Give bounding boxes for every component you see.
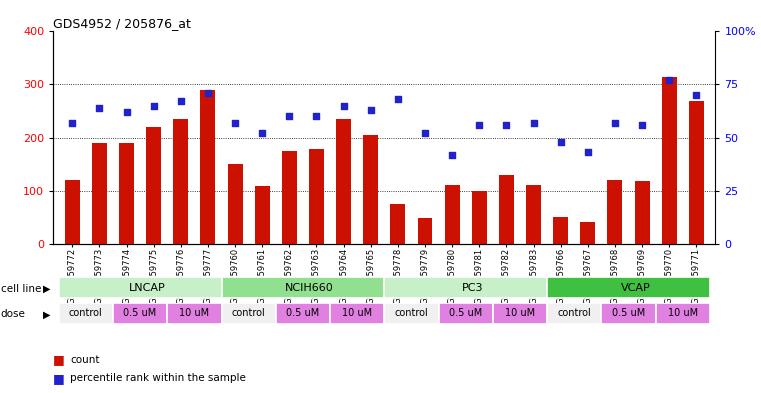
Bar [390,204,406,244]
Point [120,109,132,115]
Bar [282,151,297,244]
Bar [418,218,432,244]
Bar [146,127,161,244]
Text: ■: ■ [53,371,65,385]
Point [527,119,540,126]
Bar [438,303,493,324]
Point [446,151,458,158]
Text: LNCAP: LNCAP [129,283,165,293]
Bar [113,303,167,324]
Bar [689,101,704,244]
Bar [553,217,568,244]
Text: 0.5 uM: 0.5 uM [286,309,320,318]
Bar [526,185,541,244]
Bar [547,277,710,298]
Text: 0.5 uM: 0.5 uM [123,309,157,318]
Bar [472,191,487,244]
Text: PC3: PC3 [462,283,483,293]
Point [94,105,106,111]
Bar [635,181,650,244]
Bar [336,119,351,244]
Point [609,119,621,126]
Bar [59,303,113,324]
Bar [384,303,438,324]
Text: control: control [394,309,428,318]
Text: GDS4952 / 205876_at: GDS4952 / 205876_at [53,17,191,30]
Bar [363,135,378,244]
Point [310,113,323,119]
Bar [607,180,622,244]
Bar [547,303,601,324]
Bar [92,143,107,244]
Text: dose: dose [1,309,26,320]
Point [636,122,648,128]
Point [500,122,512,128]
Point [690,92,702,98]
Text: percentile rank within the sample: percentile rank within the sample [70,373,246,383]
Bar [330,303,384,324]
Text: control: control [232,309,266,318]
Bar [59,277,221,298]
Point [148,103,160,109]
Bar [581,222,595,244]
Bar [200,90,215,244]
Text: cell line: cell line [1,284,41,294]
Point [555,139,567,145]
Text: count: count [70,354,100,365]
Point [202,90,214,96]
Bar [221,303,275,324]
Point [283,113,295,119]
Bar [444,185,460,244]
Point [392,96,404,103]
Point [663,77,675,83]
Text: 10 uM: 10 uM [180,309,209,318]
Point [256,130,269,136]
Text: ▶: ▶ [43,309,50,320]
Bar [119,143,134,244]
Text: control: control [69,309,103,318]
Text: 10 uM: 10 uM [342,309,372,318]
Text: ▶: ▶ [43,284,50,294]
Bar [221,277,384,298]
Text: 0.5 uM: 0.5 uM [612,309,645,318]
Bar [228,164,243,244]
Point [365,107,377,113]
Text: control: control [557,309,591,318]
Bar [493,303,547,324]
Text: VCAP: VCAP [620,283,650,293]
Text: 10 uM: 10 uM [667,309,698,318]
Bar [309,149,324,244]
Point [175,98,187,105]
Bar [275,303,330,324]
Point [473,122,486,128]
Text: NCIH660: NCIH660 [285,283,334,293]
Text: ■: ■ [53,353,65,366]
Bar [167,303,221,324]
Point [581,149,594,156]
Text: 10 uM: 10 uM [505,309,535,318]
Bar [65,180,80,244]
Bar [601,303,656,324]
Bar [174,119,188,244]
Point [419,130,431,136]
Bar [662,77,677,244]
Point [338,103,350,109]
Bar [656,303,710,324]
Point [229,119,241,126]
Point [66,119,78,126]
Text: 0.5 uM: 0.5 uM [449,309,482,318]
Bar [255,186,269,244]
Bar [499,174,514,244]
Bar [384,277,547,298]
